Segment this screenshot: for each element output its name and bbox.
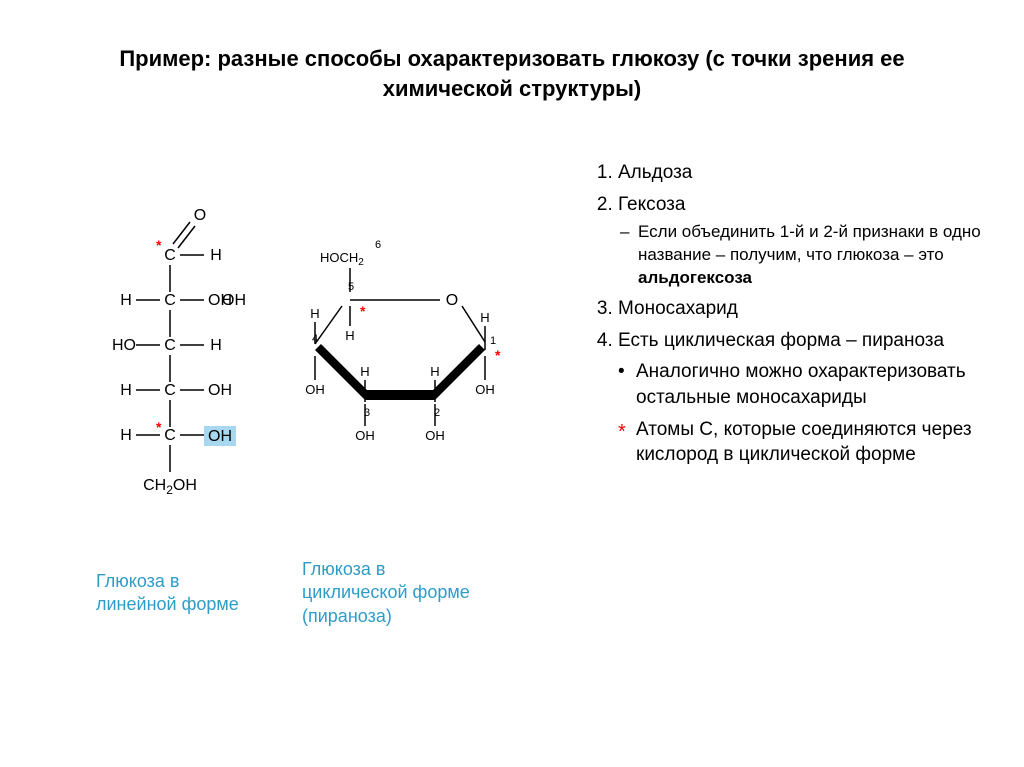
characteristics-list: Альдоза Гексоза Если объединить 1-й и 2-…: [590, 160, 990, 474]
svg-text:*: *: [156, 419, 162, 435]
caption-linear: Глюкоза в линейной форме: [96, 570, 256, 617]
svg-text:H: H: [210, 247, 222, 264]
svg-text:*: *: [156, 237, 162, 253]
svg-text:H: H: [120, 292, 132, 309]
svg-text:OH: OH: [208, 382, 232, 399]
list-item-1: Альдоза: [618, 160, 990, 186]
svg-text:C: C: [164, 337, 176, 354]
bullet-analogous: Аналогично можно охарактеризовать осталь…: [618, 359, 990, 410]
glucose-linear-structure: C O H * C H OH OH C HO H C H OH: [100, 200, 250, 510]
svg-text:1: 1: [490, 335, 496, 347]
svg-text:HOCH2: HOCH2: [320, 250, 364, 268]
svg-text:H: H: [430, 364, 439, 379]
list-item-2-sub: Если объединить 1-й и 2-й признаки в одн…: [638, 221, 990, 290]
svg-text:C: C: [164, 247, 176, 264]
svg-text:H: H: [345, 328, 354, 343]
svg-text:H: H: [120, 382, 132, 399]
glucose-cyclic-structure: O 5 4 3 2 1 6 HOCH2 * H H OH * H OH: [290, 230, 520, 490]
caption-cyclic: Глюкоза в циклической форме (пираноза): [302, 558, 482, 628]
svg-text:C: C: [164, 292, 176, 309]
list-item-2: Гексоза Если объединить 1-й и 2-й призна…: [618, 192, 990, 290]
svg-text:H: H: [120, 427, 132, 444]
svg-text:O: O: [194, 207, 206, 224]
svg-text:H: H: [310, 306, 319, 321]
svg-text:OH: OH: [208, 292, 232, 309]
list-item-3: Моносахарид: [618, 296, 990, 322]
svg-text:*: *: [495, 347, 501, 363]
svg-text:HO: HO: [112, 337, 136, 354]
svg-text:6: 6: [375, 239, 381, 251]
svg-text:CH2OH: CH2OH: [143, 477, 197, 497]
svg-text:OH: OH: [475, 382, 495, 397]
svg-text:*: *: [360, 303, 366, 319]
svg-text:C: C: [164, 427, 176, 444]
svg-text:H: H: [480, 310, 489, 325]
svg-text:OH: OH: [208, 428, 232, 445]
svg-text:O: O: [446, 292, 458, 309]
svg-text:H: H: [210, 337, 222, 354]
bullet-star-atoms: Атомы C, которые соединяются через кисло…: [618, 417, 990, 468]
svg-text:OH: OH: [355, 428, 375, 443]
list-item-4: Есть циклическая форма – пираноза: [618, 328, 990, 354]
svg-text:OH: OH: [425, 428, 445, 443]
svg-text:H: H: [360, 364, 369, 379]
page-title: Пример: разные способы охарактеризовать …: [70, 44, 954, 103]
svg-text:C: C: [164, 382, 176, 399]
svg-text:OH: OH: [305, 382, 325, 397]
svg-text:5: 5: [348, 281, 354, 293]
